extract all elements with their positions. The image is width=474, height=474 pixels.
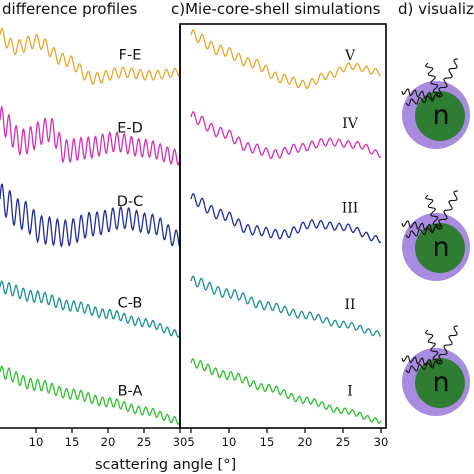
panel-title-difference: difference profiles (2, 0, 137, 18)
series-line-v (190, 29, 382, 90)
particle-1: n (401, 58, 470, 149)
x-tick-label: 15 (65, 435, 80, 449)
refractive-index-label: n (432, 367, 449, 398)
x-tick-label: 10 (29, 435, 44, 449)
x-tick-label: 20 (298, 435, 313, 449)
simulation-plot-frame (179, 23, 387, 429)
visualization-panel: n n n (401, 58, 470, 416)
x-tick-label: 25 (137, 435, 152, 449)
series-line-c-b (0, 280, 181, 338)
series-label-iii: III (342, 200, 359, 216)
series-line-ii (190, 275, 382, 338)
series-line-e-d (0, 105, 181, 166)
series-label-v: V (344, 48, 356, 64)
x-tick-label: 5 (187, 435, 194, 449)
particle-core (415, 358, 465, 408)
panel-title-visualization: d) visualiz (398, 0, 474, 18)
series-label-b-a: B-A (118, 384, 143, 400)
wave-ray (401, 88, 439, 100)
refractive-index-label: n (432, 232, 449, 263)
wave-ray (437, 190, 459, 230)
panel-title-simulations: c)Mie-core-shell simulations (171, 0, 381, 18)
wave-ray (425, 62, 441, 98)
wave-ray (405, 360, 439, 374)
series-line-iv (190, 111, 382, 160)
wave-ray (425, 329, 441, 365)
wave-ray (405, 225, 439, 239)
series-label-f-e: F-E (119, 48, 142, 64)
wave-ray (437, 58, 459, 98)
wave-ray (425, 194, 441, 230)
x-tick-label: 15 (260, 435, 275, 449)
particle-2: n (401, 190, 470, 281)
x-axis-label: scattering angle [°] (95, 457, 236, 473)
series-label-ii: II (344, 297, 355, 313)
wave-ray (405, 93, 439, 107)
series-line-d-c (0, 183, 181, 249)
series-label-d-c: D-C (117, 194, 144, 210)
x-tick-label: 25 (336, 435, 351, 449)
wave-ray (437, 325, 459, 365)
wave-ray (401, 220, 439, 232)
refractive-index-label: n (432, 100, 449, 131)
wave-ray (401, 355, 439, 367)
x-tick-label: 10 (222, 435, 237, 449)
x-tick-label: 30 (173, 435, 188, 449)
series-label-e-d: E-D (117, 121, 143, 137)
series-line-iii (190, 193, 382, 244)
x-tick-label: 20 (101, 435, 116, 449)
series-line-f-e (0, 27, 181, 86)
particle-3: n (401, 325, 470, 416)
series-label-c-b: C-B (118, 295, 143, 311)
particle-core (415, 91, 465, 141)
series-line-b-a (0, 365, 181, 425)
series-line-i (190, 358, 382, 424)
series-label-iv: IV (342, 116, 359, 132)
difference-profiles-plot: F-E E-D D-C C-B B-A (0, 27, 181, 425)
x-tick-label: 30 (374, 435, 389, 449)
particle-core (415, 223, 465, 273)
x-ticks: 10 15 20 25 30 5 10 15 20 25 30 (29, 428, 389, 449)
series-label-i: I (347, 383, 353, 399)
